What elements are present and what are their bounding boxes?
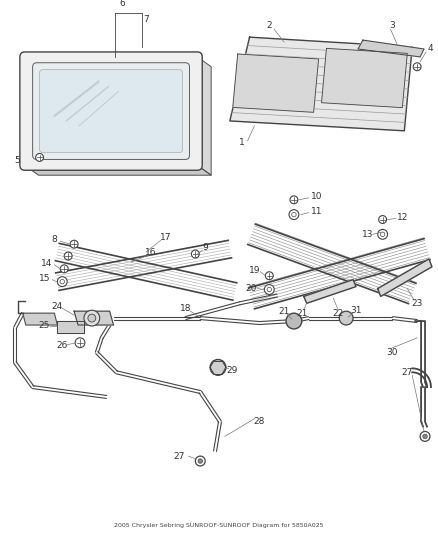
Text: 20: 20 <box>246 284 257 293</box>
Circle shape <box>265 272 273 280</box>
Circle shape <box>423 434 427 439</box>
Circle shape <box>198 459 202 463</box>
Circle shape <box>195 456 205 466</box>
Circle shape <box>57 277 67 287</box>
Circle shape <box>265 285 274 294</box>
Text: 16: 16 <box>145 247 157 256</box>
Polygon shape <box>321 49 407 108</box>
Text: 10: 10 <box>311 192 322 201</box>
Circle shape <box>413 63 421 71</box>
Circle shape <box>70 240 78 248</box>
Text: 21: 21 <box>279 306 290 316</box>
Text: 1: 1 <box>239 138 244 147</box>
Text: 28: 28 <box>254 417 265 426</box>
Polygon shape <box>358 40 424 57</box>
Circle shape <box>64 252 72 260</box>
Polygon shape <box>230 37 412 131</box>
Polygon shape <box>304 280 356 303</box>
Text: 15: 15 <box>39 274 50 283</box>
Circle shape <box>210 359 226 375</box>
FancyBboxPatch shape <box>39 70 183 152</box>
Text: 2005 Chrysler Sebring SUNROOF-SUNROOF Diagram for 5850A025: 2005 Chrysler Sebring SUNROOF-SUNROOF Di… <box>114 523 324 528</box>
Circle shape <box>88 314 96 322</box>
Text: 14: 14 <box>41 260 52 269</box>
Text: 17: 17 <box>160 233 172 242</box>
Circle shape <box>289 209 299 220</box>
Text: 4: 4 <box>427 44 433 53</box>
Polygon shape <box>378 259 432 296</box>
Text: 18: 18 <box>180 304 191 313</box>
Circle shape <box>267 287 272 292</box>
Circle shape <box>35 154 43 161</box>
Polygon shape <box>23 313 57 325</box>
FancyBboxPatch shape <box>20 52 202 170</box>
Text: 5: 5 <box>14 156 20 165</box>
Text: 3: 3 <box>390 21 396 30</box>
FancyBboxPatch shape <box>33 63 189 159</box>
Text: 26: 26 <box>57 341 68 350</box>
Circle shape <box>75 338 85 348</box>
Circle shape <box>379 215 387 223</box>
Polygon shape <box>74 311 113 325</box>
Text: 24: 24 <box>52 302 63 311</box>
Circle shape <box>60 279 64 284</box>
Polygon shape <box>57 321 84 333</box>
Text: 9: 9 <box>202 243 208 252</box>
Text: 11: 11 <box>311 207 322 216</box>
Circle shape <box>191 250 199 258</box>
Text: 8: 8 <box>52 235 57 244</box>
Text: 6: 6 <box>120 0 125 8</box>
Text: 23: 23 <box>411 299 423 308</box>
Circle shape <box>60 265 68 273</box>
Text: 2: 2 <box>266 21 272 30</box>
Polygon shape <box>233 54 318 112</box>
Text: 13: 13 <box>362 230 374 239</box>
Circle shape <box>286 313 302 329</box>
Text: 22: 22 <box>332 309 344 318</box>
Polygon shape <box>197 57 211 175</box>
Circle shape <box>292 212 296 217</box>
Text: 7: 7 <box>143 15 149 24</box>
Circle shape <box>378 229 388 239</box>
Text: 12: 12 <box>397 213 408 222</box>
Polygon shape <box>25 165 211 175</box>
Circle shape <box>290 196 298 204</box>
Circle shape <box>339 311 353 325</box>
Text: 19: 19 <box>249 266 260 275</box>
Circle shape <box>420 432 430 441</box>
Text: 25: 25 <box>39 320 50 329</box>
Text: 27: 27 <box>173 451 184 461</box>
Text: 27: 27 <box>402 368 413 377</box>
Text: 30: 30 <box>387 348 398 357</box>
Circle shape <box>84 310 100 326</box>
Text: 31: 31 <box>350 306 362 314</box>
Text: 29: 29 <box>226 366 237 375</box>
Circle shape <box>381 232 385 237</box>
Text: 21: 21 <box>296 309 307 318</box>
